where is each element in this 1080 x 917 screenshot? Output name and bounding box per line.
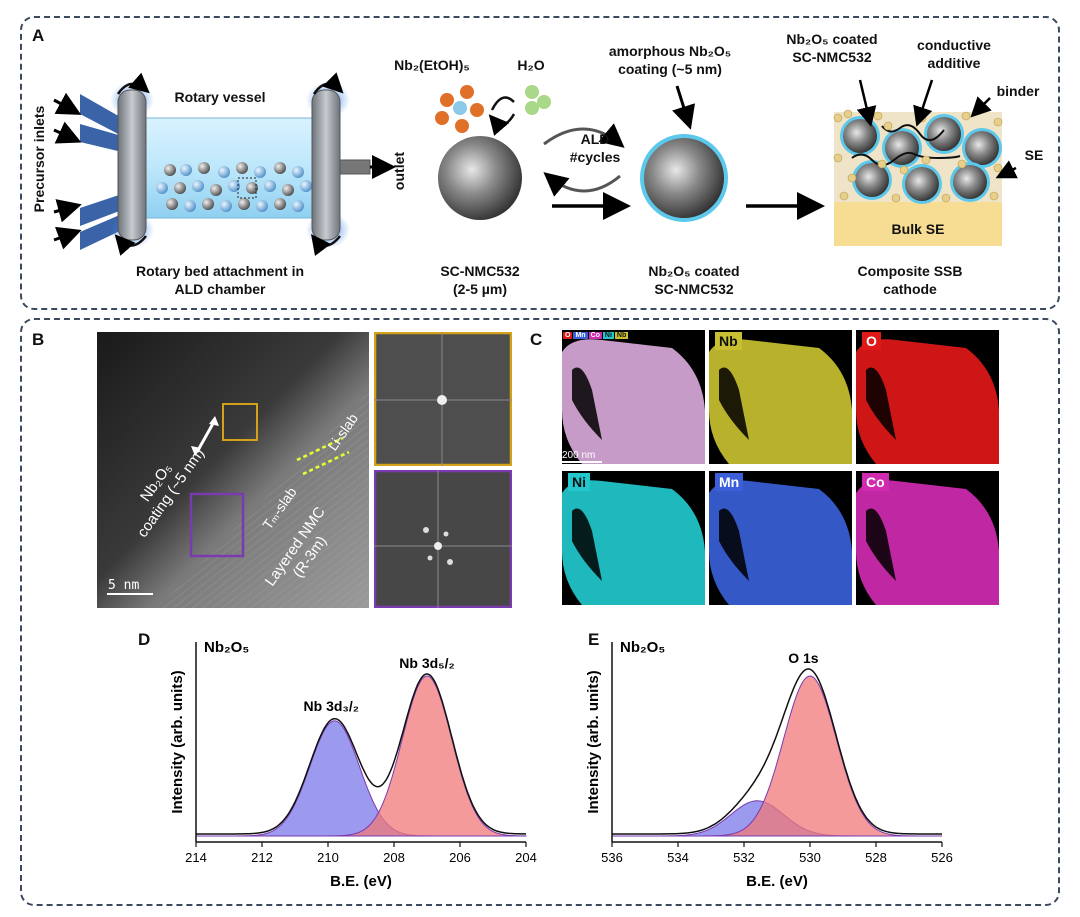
- eds-scale-bar: [562, 461, 602, 463]
- x-tick-label: 530: [799, 850, 821, 865]
- exchange-arrows: [492, 96, 516, 125]
- xps-envelope: [612, 668, 942, 835]
- particle-shape: [562, 339, 705, 464]
- eds-map-tag: Co: [862, 473, 889, 491]
- x-tick-label: 528: [865, 850, 887, 865]
- eds-map-mn: Mn: [709, 471, 852, 605]
- panel-c-label: C: [530, 330, 543, 349]
- particle-shape: [562, 480, 705, 605]
- panel-a-label: A: [32, 26, 45, 45]
- eds-map-tag: O: [862, 332, 881, 350]
- x-tick-label: 212: [251, 850, 273, 865]
- legend-ni: Ni: [602, 332, 614, 339]
- nb-precursor-molecule: [435, 85, 484, 133]
- bulk-se-label: Bulk SE: [891, 221, 945, 237]
- nb-precursor-label: Nb₂(EtOH)₅: [394, 57, 470, 73]
- eds-map-tag: Mn: [715, 473, 744, 491]
- outlet-pipe: [339, 159, 371, 175]
- panel-b-label: B: [32, 330, 45, 349]
- panel-a-schematic: [53, 72, 1018, 256]
- x-tick-label: 536: [601, 850, 623, 865]
- cycles-label: #cycles: [569, 149, 621, 165]
- eds-map-o: O: [856, 330, 999, 464]
- eds-map-ni: Ni: [562, 471, 705, 605]
- eds-map-merged: [562, 330, 705, 464]
- precursor-inlets-label: Precursor inlets: [31, 105, 47, 213]
- h2o-label: H₂O: [517, 57, 545, 73]
- eds-map-co: Co: [856, 471, 999, 605]
- rotary-vessel-label: Rotary vessel: [174, 89, 266, 105]
- ald-label: ALD: [580, 131, 610, 147]
- binder-label: binder: [996, 83, 1040, 99]
- conductive-additive-label: conductive additive: [917, 37, 991, 71]
- composite-particles: [834, 112, 1002, 204]
- xps-peak-1: [612, 675, 942, 837]
- y-axis-label: Intensity (arb. units): [585, 670, 602, 813]
- particle-shape: [709, 480, 852, 605]
- eds-map-tag: Ni: [568, 473, 590, 491]
- xps-peak-1: [196, 675, 527, 837]
- particle-shape: [709, 339, 852, 464]
- y-axis-label: Intensity (arb. units): [169, 670, 186, 813]
- species-label: Nb₂O₅: [204, 639, 249, 656]
- bulk-roi-box: [189, 492, 245, 558]
- panel-bcde-frame: [20, 318, 1060, 906]
- merge-legend: O Mn Co Ni Nb: [563, 332, 629, 339]
- left-flange: [117, 89, 147, 241]
- x-tick-label: 204: [515, 850, 537, 865]
- se-label: SE: [1024, 147, 1044, 163]
- coating-roi-box: [222, 403, 258, 441]
- x-axis-label: B.E. (eV): [330, 873, 392, 890]
- composite-cathode-label: Composite SSB cathode: [857, 263, 963, 297]
- coated-nmc-top-label: Nb₂O₅ coated SC-NMC532: [786, 31, 878, 65]
- bulk-se-layer: [834, 200, 1002, 246]
- se-beads: [833, 109, 1003, 203]
- x-axis-label: B.E. (eV): [746, 873, 808, 890]
- x-tick-label: 210: [317, 850, 339, 865]
- stem-image: [97, 332, 369, 608]
- legend-o: O: [563, 332, 573, 339]
- sc-nmc-label: SC-NMC532 (2-5 µm): [440, 263, 520, 297]
- peak-label-nb3d32: Nb 3d₃/₂: [304, 698, 359, 714]
- legend-mn: Mn: [573, 332, 588, 339]
- eds-map-tag: Nb: [715, 332, 742, 350]
- rotary-bed-label: Rotary bed attachment in ALD chamber: [135, 263, 305, 297]
- stem-scale-label: 5 nm: [108, 578, 140, 593]
- sc-nmc-sphere: [438, 136, 522, 220]
- right-flange: [311, 89, 341, 241]
- x-tick-label: 206: [449, 850, 471, 865]
- eds-map-nb: Nb: [709, 330, 852, 464]
- species-label: Nb₂O₅: [620, 639, 665, 656]
- panel-d-label: D: [138, 630, 151, 649]
- legend-nb: Nb: [614, 332, 629, 339]
- panel-e-label: E: [588, 630, 600, 649]
- outlet-label: outlet: [391, 151, 407, 191]
- particle-shape: [856, 339, 999, 464]
- x-tick-label: 526: [931, 850, 953, 865]
- particle-shape: [856, 480, 999, 605]
- peak-label-o1s: O 1s: [788, 650, 819, 666]
- precursor-inlet-pipes: [80, 94, 122, 250]
- x-tick-label: 214: [185, 850, 207, 865]
- particle-bed: [156, 162, 312, 212]
- xps-o1s-chart: 536 534 532 530 528 526 B.E. (eV) Intensity (ar…: [585, 639, 953, 890]
- x-tick-label: 534: [667, 850, 689, 865]
- panel-a-frame: [20, 16, 1060, 310]
- fft-coating: [374, 332, 512, 466]
- peak-label-nb3d52: Nb 3d₅/₂: [399, 655, 454, 671]
- xps-nb3d-chart: 214 212 210 208 206 204 B.E. (eV) Intensity (ar…: [169, 639, 537, 890]
- xps-envelope: [196, 673, 526, 835]
- eds-scale-label: 200 nm: [562, 450, 596, 461]
- inlet-arrows: [53, 92, 82, 250]
- x-tick-label: 532: [733, 850, 755, 865]
- x-tick-label: 208: [383, 850, 405, 865]
- legend-co: Co: [588, 332, 602, 339]
- fft-bulk: [374, 470, 512, 608]
- amorphous-coating-label: amorphous Nb₂O₅ coating (~5 nm): [608, 43, 732, 77]
- h2o-molecule: [525, 85, 551, 115]
- coated-nmc-label: Nb₂O₅ coated SC-NMC532: [648, 263, 740, 297]
